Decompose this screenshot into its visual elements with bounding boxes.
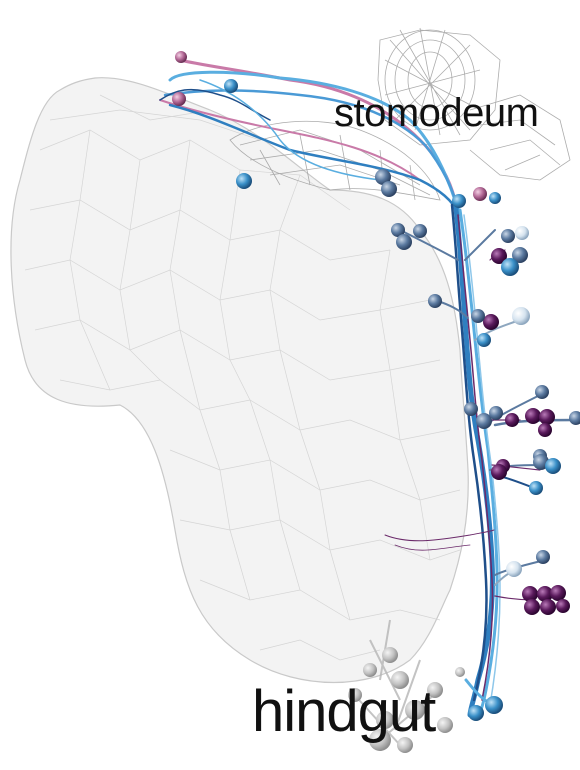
- neuron-soma: [545, 458, 561, 474]
- neuron-soma: [471, 309, 485, 323]
- neuron-soma: [485, 696, 503, 714]
- neuron-soma: [476, 413, 492, 429]
- neuron-soma: [236, 173, 252, 189]
- neuron-soma: [537, 586, 553, 602]
- stomodeum-mesh: [229, 27, 571, 201]
- neuron-soma: [491, 248, 507, 264]
- neuron-soma: [529, 481, 543, 495]
- neuron-soma: [375, 169, 391, 185]
- neuron-soma: [550, 585, 566, 601]
- stomodeum-label: stomodeum: [334, 91, 539, 135]
- neuron-soma: [172, 92, 186, 106]
- neuron-soma: [483, 314, 499, 330]
- neuron-soma: [512, 247, 528, 263]
- neuron-soma: [489, 406, 503, 420]
- neuron-soma: [473, 187, 487, 201]
- neuron-soma: [515, 226, 529, 240]
- neuron-soma-group: [172, 51, 580, 721]
- neuron-soma: [224, 79, 238, 93]
- neuron-soma: [512, 307, 530, 325]
- neuron-soma: [428, 294, 442, 308]
- neuron-soma: [491, 464, 507, 480]
- neuron-soma: [501, 258, 519, 276]
- neuron-soma: [175, 51, 187, 63]
- neuron-soma: [489, 192, 501, 204]
- neuron-soma: [381, 181, 397, 197]
- neuron-soma: [396, 234, 412, 250]
- neuron-bundle: [159, 58, 577, 718]
- neuron-soma: [391, 223, 405, 237]
- neuron-soma: [505, 413, 519, 427]
- neuron-soma: [522, 586, 538, 602]
- neuron-soma: [524, 599, 540, 615]
- neuron-soma: [540, 599, 556, 615]
- neuron-soma: [477, 333, 491, 347]
- hindgut-cell-cluster: [348, 619, 465, 753]
- neuron-soma: [413, 224, 427, 238]
- neuron-soma: [556, 599, 570, 613]
- neuron-soma: [569, 411, 580, 425]
- neuron-soma: [468, 705, 484, 721]
- neuron-soma: [535, 385, 549, 399]
- neuron-soma: [506, 561, 522, 577]
- neuron-soma: [452, 194, 466, 208]
- neuron-soma: [539, 409, 555, 425]
- neuron-soma: [525, 408, 541, 424]
- neuron-soma: [501, 229, 515, 243]
- hindgut-label: hindgut: [252, 679, 436, 744]
- neuron-soma: [464, 402, 478, 416]
- neuron-soma: [538, 423, 552, 437]
- body-outline-mesh: [10, 77, 469, 684]
- neuron-soma: [536, 550, 550, 564]
